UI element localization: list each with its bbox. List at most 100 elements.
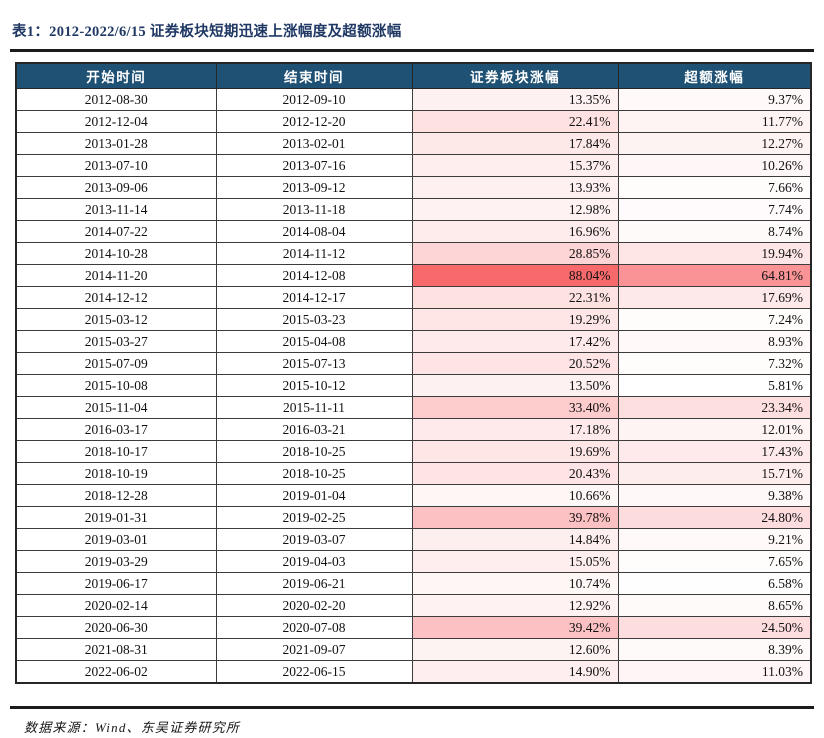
cell-start-date: 2014-07-22 <box>15 220 217 243</box>
cell-excess-gain: 7.32% <box>617 352 812 375</box>
table-row: 2014-10-28 2014-11-12 28.85% 19.94% <box>15 242 812 265</box>
cell-end-date: 2015-04-08 <box>215 330 413 353</box>
cell-sector-gain: 16.96% <box>411 220 619 243</box>
table-row: 2019-01-31 2019-02-25 39.78% 24.80% <box>15 506 812 529</box>
cell-sector-gain: 15.05% <box>411 550 619 573</box>
cell-excess-gain: 23.34% <box>617 396 812 419</box>
cell-end-date: 2019-03-07 <box>215 528 413 551</box>
cell-excess-gain: 11.03% <box>617 660 812 684</box>
cell-excess-gain: 7.66% <box>617 176 812 199</box>
cell-sector-gain: 22.41% <box>411 110 619 133</box>
table-row: 2015-07-09 2015-07-13 20.52% 7.32% <box>15 352 812 375</box>
table-row: 2015-03-12 2015-03-23 19.29% 7.24% <box>15 308 812 331</box>
cell-sector-gain: 12.98% <box>411 198 619 221</box>
cell-end-date: 2014-11-12 <box>215 242 413 265</box>
column-header-start-date: 开始时间 <box>15 62 217 89</box>
cell-excess-gain: 64.81% <box>617 264 812 287</box>
cell-end-date: 2015-03-23 <box>215 308 413 331</box>
table-body: 2012-08-30 2012-09-10 13.35% 9.37% 2012-12-0… <box>15 88 812 684</box>
table-row: 2013-07-10 2013-07-16 15.37% 10.26% <box>15 154 812 177</box>
cell-sector-gain: 19.29% <box>411 308 619 331</box>
cell-sector-gain: 39.42% <box>411 616 619 639</box>
cell-start-date: 2020-06-30 <box>15 616 217 639</box>
table-row: 2015-03-27 2015-04-08 17.42% 8.93% <box>15 330 812 353</box>
cell-start-date: 2015-07-09 <box>15 352 217 375</box>
cell-excess-gain: 7.74% <box>617 198 812 221</box>
cell-start-date: 2018-10-19 <box>15 462 217 485</box>
cell-start-date: 2019-06-17 <box>15 572 217 595</box>
cell-end-date: 2014-12-17 <box>215 286 413 309</box>
cell-start-date: 2019-03-29 <box>15 550 217 573</box>
cell-end-date: 2022-06-15 <box>215 660 413 684</box>
table-row: 2019-03-29 2019-04-03 15.05% 7.65% <box>15 550 812 573</box>
cell-sector-gain: 10.74% <box>411 572 619 595</box>
cell-start-date: 2014-11-20 <box>15 264 217 287</box>
table-row: 2015-11-04 2015-11-11 33.40% 23.34% <box>15 396 812 419</box>
cell-end-date: 2019-02-25 <box>215 506 413 529</box>
cell-excess-gain: 24.50% <box>617 616 812 639</box>
table-row: 2013-01-28 2013-02-01 17.84% 12.27% <box>15 132 812 155</box>
cell-end-date: 2018-10-25 <box>215 440 413 463</box>
table-row: 2016-03-17 2016-03-21 17.18% 12.01% <box>15 418 812 441</box>
cell-excess-gain: 9.37% <box>617 88 812 111</box>
cell-sector-gain: 13.93% <box>411 176 619 199</box>
table-row: 2015-10-08 2015-10-12 13.50% 5.81% <box>15 374 812 397</box>
cell-excess-gain: 12.01% <box>617 418 812 441</box>
cell-excess-gain: 7.65% <box>617 550 812 573</box>
table-row: 2019-03-01 2019-03-07 14.84% 9.21% <box>15 528 812 551</box>
cell-start-date: 2014-12-12 <box>15 286 217 309</box>
cell-start-date: 2013-07-10 <box>15 154 217 177</box>
table-row: 2022-06-02 2022-06-15 14.90% 11.03% <box>15 660 812 684</box>
cell-end-date: 2019-04-03 <box>215 550 413 573</box>
cell-sector-gain: 12.60% <box>411 638 619 661</box>
cell-excess-gain: 7.24% <box>617 308 812 331</box>
cell-start-date: 2019-01-31 <box>15 506 217 529</box>
cell-sector-gain: 10.66% <box>411 484 619 507</box>
table-row: 2013-11-14 2013-11-18 12.98% 7.74% <box>15 198 812 221</box>
cell-excess-gain: 8.39% <box>617 638 812 661</box>
table-row: 2020-02-14 2020-02-20 12.92% 8.65% <box>15 594 812 617</box>
cell-sector-gain: 28.85% <box>411 242 619 265</box>
cell-end-date: 2019-06-21 <box>215 572 413 595</box>
cell-start-date: 2013-11-14 <box>15 198 217 221</box>
cell-excess-gain: 8.93% <box>617 330 812 353</box>
table-row: 2013-09-06 2013-09-12 13.93% 7.66% <box>15 176 812 199</box>
cell-start-date: 2018-12-28 <box>15 484 217 507</box>
cell-end-date: 2014-12-08 <box>215 264 413 287</box>
cell-start-date: 2019-03-01 <box>15 528 217 551</box>
cell-excess-gain: 9.21% <box>617 528 812 551</box>
table-row: 2018-10-17 2018-10-25 19.69% 17.43% <box>15 440 812 463</box>
cell-sector-gain: 13.50% <box>411 374 619 397</box>
cell-end-date: 2013-02-01 <box>215 132 413 155</box>
cell-sector-gain: 14.90% <box>411 660 619 684</box>
cell-start-date: 2013-01-28 <box>15 132 217 155</box>
cell-sector-gain: 15.37% <box>411 154 619 177</box>
cell-sector-gain: 17.42% <box>411 330 619 353</box>
cell-sector-gain: 13.35% <box>411 88 619 111</box>
cell-end-date: 2013-07-16 <box>215 154 413 177</box>
cell-sector-gain: 20.43% <box>411 462 619 485</box>
cell-sector-gain: 88.04% <box>411 264 619 287</box>
cell-excess-gain: 17.69% <box>617 286 812 309</box>
table-row: 2018-12-28 2019-01-04 10.66% 9.38% <box>15 484 812 507</box>
table-row: 2014-07-22 2014-08-04 16.96% 8.74% <box>15 220 812 243</box>
cell-sector-gain: 14.84% <box>411 528 619 551</box>
cell-excess-gain: 9.38% <box>617 484 812 507</box>
cell-end-date: 2019-01-04 <box>215 484 413 507</box>
cell-sector-gain: 19.69% <box>411 440 619 463</box>
cell-end-date: 2013-09-12 <box>215 176 413 199</box>
column-header-excess-gain: 超额涨幅 <box>617 62 812 89</box>
table-row: 2014-12-12 2014-12-17 22.31% 17.69% <box>15 286 812 309</box>
cell-end-date: 2015-11-11 <box>215 396 413 419</box>
table-title: 表1：2012-2022/6/15 证券板块短期迅速上涨幅度及超额涨幅 <box>12 24 402 40</box>
cell-end-date: 2014-08-04 <box>215 220 413 243</box>
table-row: 2014-11-20 2014-12-08 88.04% 64.81% <box>15 264 812 287</box>
table-row: 2018-10-19 2018-10-25 20.43% 15.71% <box>15 462 812 485</box>
cell-end-date: 2020-02-20 <box>215 594 413 617</box>
gains-data-table: 开始时间 结束时间 证券板块涨幅 超额涨幅 2012-08-30 2012-09-10 1… <box>15 62 812 684</box>
cell-start-date: 2015-10-08 <box>15 374 217 397</box>
cell-start-date: 2022-06-02 <box>15 660 217 684</box>
cell-excess-gain: 12.27% <box>617 132 812 155</box>
cell-end-date: 2012-09-10 <box>215 88 413 111</box>
